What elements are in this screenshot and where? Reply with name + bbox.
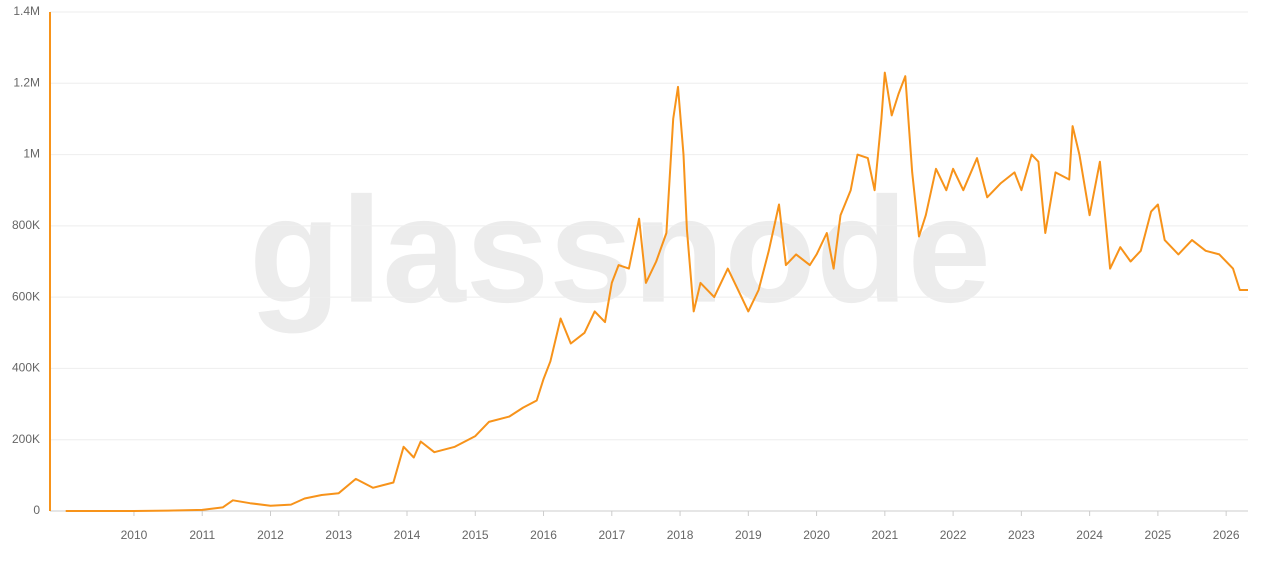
x-tick-label: 2026 bbox=[1213, 528, 1240, 542]
y-tick-label: 400K bbox=[12, 361, 40, 375]
y-tick-label: 800K bbox=[12, 218, 40, 232]
x-tick-label: 2022 bbox=[940, 528, 967, 542]
x-tick-label: 2010 bbox=[121, 528, 148, 542]
x-tick-label: 2012 bbox=[257, 528, 284, 542]
x-tick-label: 2018 bbox=[667, 528, 694, 542]
x-tick-label: 2023 bbox=[1008, 528, 1035, 542]
x-tick-label: 2025 bbox=[1145, 528, 1172, 542]
x-tick-label: 2011 bbox=[189, 528, 215, 542]
y-tick-label: 600K bbox=[12, 289, 40, 303]
data-line bbox=[65, 71, 1248, 512]
x-tick-label: 2013 bbox=[325, 528, 352, 542]
y-tick-label: 200K bbox=[12, 432, 40, 446]
y-tick-label: 1M bbox=[23, 147, 40, 161]
x-tick-label: 2020 bbox=[803, 528, 830, 542]
x-tick-label: 2017 bbox=[598, 528, 625, 542]
x-tick-label: 2014 bbox=[394, 528, 421, 542]
y-tick-label: 0 bbox=[33, 503, 40, 517]
x-tick-label: 2024 bbox=[1076, 528, 1103, 542]
x-tick-label: 2015 bbox=[462, 528, 489, 542]
x-tick-label: 2019 bbox=[735, 528, 762, 542]
watermark: glassnode bbox=[249, 166, 991, 334]
x-tick-label: 2021 bbox=[871, 528, 898, 542]
y-tick-label: 1.4M bbox=[13, 4, 40, 18]
y-tick-label: 1.2M bbox=[13, 75, 40, 89]
x-tick-label: 2016 bbox=[530, 528, 557, 542]
